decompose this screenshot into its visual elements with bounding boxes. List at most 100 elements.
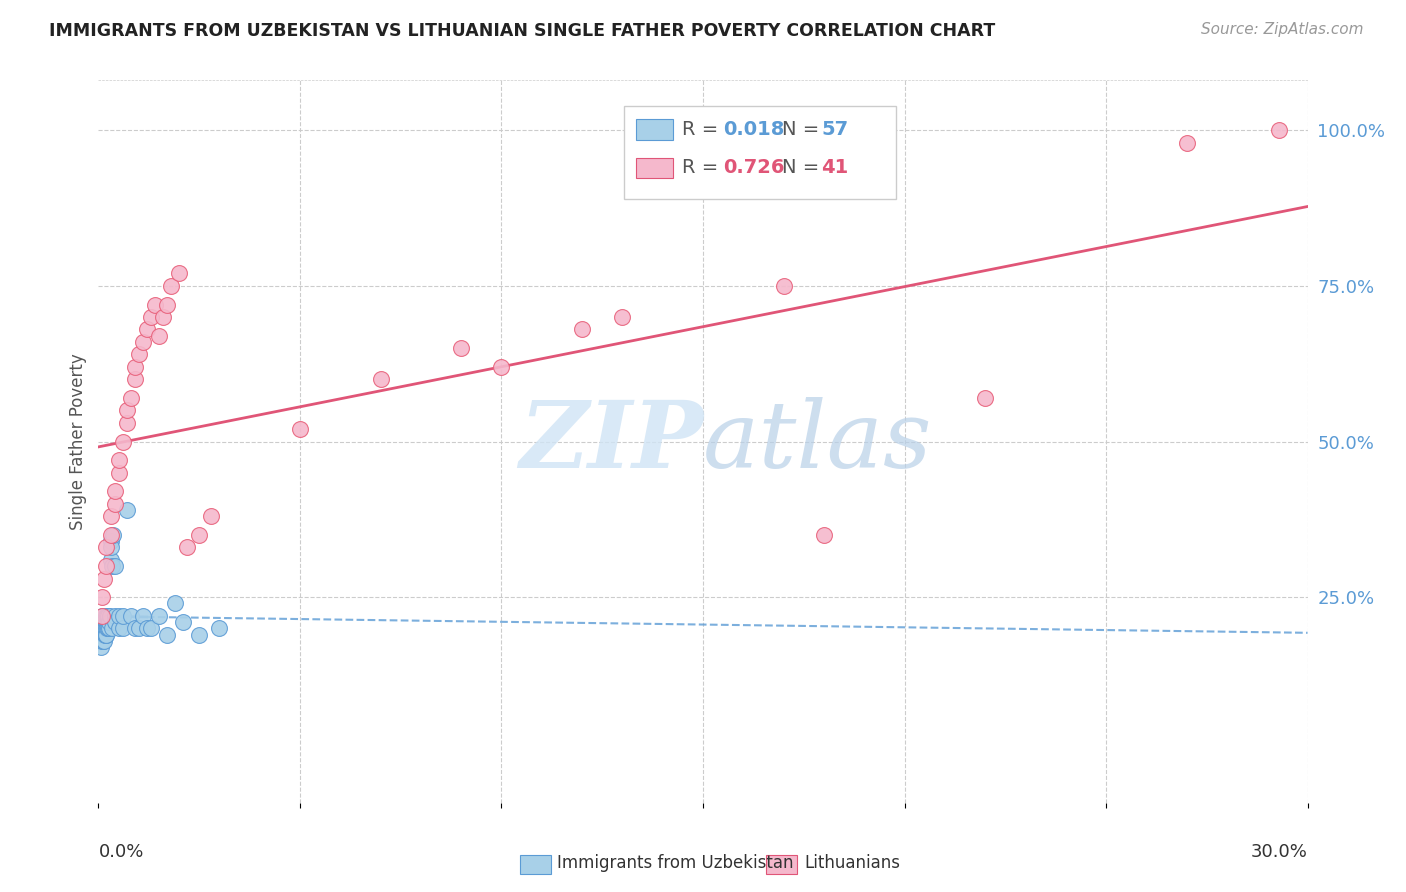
Point	[100, 553, 122, 567]
Point	[1268, 123, 1291, 137]
Point	[91, 615, 114, 630]
Text: 57: 57	[821, 120, 849, 139]
FancyBboxPatch shape	[637, 158, 672, 178]
Point	[148, 328, 170, 343]
Point	[101, 528, 124, 542]
Point	[107, 609, 129, 624]
Point	[111, 621, 134, 635]
Point	[139, 621, 162, 635]
Text: R =: R =	[682, 158, 725, 178]
Point	[100, 621, 122, 635]
Point	[115, 416, 138, 430]
Point	[97, 609, 120, 624]
Point	[208, 621, 231, 635]
Point	[115, 403, 138, 417]
Point	[188, 627, 211, 641]
Point	[124, 359, 146, 374]
Point	[111, 434, 134, 449]
Text: Immigrants from Uzbekistan: Immigrants from Uzbekistan	[557, 855, 793, 872]
Point	[176, 541, 198, 555]
Point	[288, 422, 311, 436]
Point	[96, 615, 118, 630]
Point	[91, 609, 114, 624]
Point	[100, 528, 122, 542]
Point	[571, 322, 593, 336]
Point	[96, 609, 118, 624]
Point	[90, 627, 112, 641]
Point	[96, 627, 118, 641]
Point	[167, 266, 190, 280]
Point	[94, 621, 117, 635]
Point	[104, 559, 127, 574]
Point	[100, 534, 122, 549]
Point	[98, 609, 121, 624]
Point	[128, 347, 150, 361]
Point	[94, 627, 117, 641]
Text: 30.0%: 30.0%	[1251, 843, 1308, 861]
Point	[93, 621, 115, 635]
Point	[491, 359, 513, 374]
Point	[160, 278, 183, 293]
Point	[132, 609, 155, 624]
Point	[772, 278, 794, 293]
FancyBboxPatch shape	[624, 105, 897, 200]
Point	[107, 466, 129, 480]
Point	[96, 615, 118, 630]
Point	[96, 621, 118, 635]
Point	[152, 310, 174, 324]
Point	[91, 591, 114, 605]
Point	[103, 615, 125, 630]
Point	[143, 297, 166, 311]
Point	[370, 372, 392, 386]
Point	[93, 572, 115, 586]
Point	[93, 615, 115, 630]
Point	[97, 621, 120, 635]
Point	[96, 541, 118, 555]
Point	[128, 621, 150, 635]
Point	[89, 633, 111, 648]
Text: ZIP: ZIP	[519, 397, 703, 486]
Point	[115, 503, 138, 517]
Text: R =: R =	[682, 120, 725, 139]
Point	[139, 310, 162, 324]
Point	[103, 484, 125, 499]
Point	[107, 453, 129, 467]
Point	[156, 627, 179, 641]
Point	[101, 559, 124, 574]
Text: 0.018: 0.018	[724, 120, 785, 139]
Point	[103, 609, 125, 624]
Y-axis label: Single Father Poverty: Single Father Poverty	[69, 353, 87, 530]
Text: 0.726: 0.726	[724, 158, 785, 178]
Point	[120, 609, 142, 624]
Point	[91, 609, 114, 624]
Text: Source: ZipAtlas.com: Source: ZipAtlas.com	[1201, 22, 1364, 37]
Point	[974, 391, 997, 405]
Point	[94, 627, 117, 641]
Point	[156, 297, 179, 311]
Point	[91, 633, 114, 648]
Text: IMMIGRANTS FROM UZBEKISTAN VS LITHUANIAN SINGLE FATHER POVERTY CORRELATION CHART: IMMIGRANTS FROM UZBEKISTAN VS LITHUANIAN…	[49, 22, 995, 40]
Point	[97, 615, 120, 630]
Text: N =: N =	[782, 120, 825, 139]
Point	[188, 528, 211, 542]
Point	[200, 509, 222, 524]
Point	[1175, 136, 1198, 150]
Point	[91, 621, 114, 635]
Text: N =: N =	[782, 158, 825, 178]
Text: atlas: atlas	[703, 397, 932, 486]
Point	[98, 615, 121, 630]
Point	[91, 627, 114, 641]
Point	[148, 609, 170, 624]
Text: 41: 41	[821, 158, 849, 178]
Point	[124, 372, 146, 386]
Point	[120, 391, 142, 405]
Point	[612, 310, 634, 324]
Text: 0.0%: 0.0%	[98, 843, 143, 861]
Point	[100, 541, 122, 555]
FancyBboxPatch shape	[637, 120, 672, 139]
Point	[132, 334, 155, 349]
Point	[91, 633, 114, 648]
Point	[100, 509, 122, 524]
Point	[93, 627, 115, 641]
Point	[103, 497, 125, 511]
